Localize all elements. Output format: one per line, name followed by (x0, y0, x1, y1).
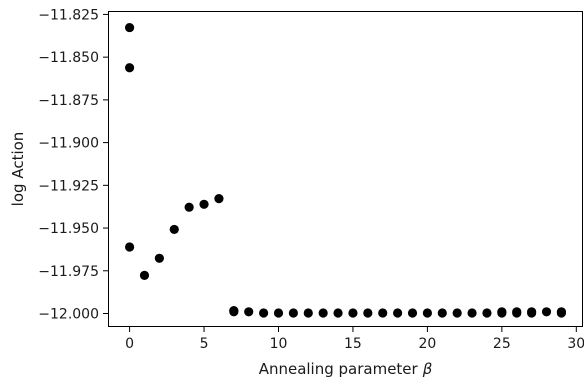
data-point (482, 308, 492, 318)
data-point (139, 270, 150, 280)
x-tick-label: 30 (567, 336, 584, 352)
data-point (169, 224, 179, 235)
x-tick-label: 20 (418, 336, 436, 352)
data-point (393, 308, 403, 318)
x-tick-label: 0 (125, 336, 134, 352)
data-point (303, 308, 313, 318)
y-tick-label: −12.000 (38, 306, 99, 322)
y-tick-label: −11.875 (38, 93, 99, 109)
data-point (124, 63, 135, 73)
data-point (497, 307, 507, 317)
x-axis-label-text: Annealing parameter (259, 360, 419, 378)
y-axis-label: log Action (9, 132, 27, 207)
data-points (124, 22, 567, 318)
x-tick-label: 10 (270, 336, 288, 352)
data-point (124, 22, 135, 33)
data-point (124, 242, 135, 252)
data-point (154, 253, 164, 263)
data-point (288, 308, 298, 318)
data-point (378, 308, 388, 318)
y-tick-label: −11.925 (38, 178, 99, 194)
y-tick-label: −11.825 (38, 7, 99, 23)
y-tick-label: −11.950 (38, 221, 99, 237)
data-point (244, 307, 254, 317)
data-point (199, 199, 209, 209)
x-axis-ticks: 0 5 10 15 20 25 30 (125, 327, 584, 352)
data-point (422, 308, 432, 318)
x-tick-label: 5 (200, 336, 209, 352)
data-point (333, 308, 343, 318)
data-point (407, 308, 418, 318)
data-point (363, 308, 373, 318)
y-tick-label: −11.975 (38, 264, 99, 280)
data-point (259, 308, 269, 318)
data-point (541, 307, 552, 317)
data-point (348, 308, 358, 318)
data-point (273, 308, 284, 318)
data-point (527, 307, 537, 317)
x-axis-label-symbol: β (422, 360, 433, 378)
data-point (229, 307, 239, 317)
data-point (467, 308, 477, 318)
data-point (512, 308, 522, 318)
x-tick-label: 25 (493, 336, 511, 352)
data-point (556, 307, 567, 317)
x-axis-label: Annealing parameter β (259, 360, 433, 378)
data-point (318, 308, 328, 318)
data-point (437, 308, 447, 318)
x-tick-label: 15 (344, 336, 362, 352)
data-point (214, 194, 224, 204)
axes-frame (108, 11, 583, 327)
y-tick-label: −11.850 (38, 50, 99, 66)
y-tick-label: −11.900 (38, 136, 99, 152)
data-point (452, 308, 462, 318)
y-axis-ticks: −11.825 −11.850 −11.875 −11.900 −11.925 −11.9… (38, 7, 108, 322)
data-point (184, 202, 194, 212)
